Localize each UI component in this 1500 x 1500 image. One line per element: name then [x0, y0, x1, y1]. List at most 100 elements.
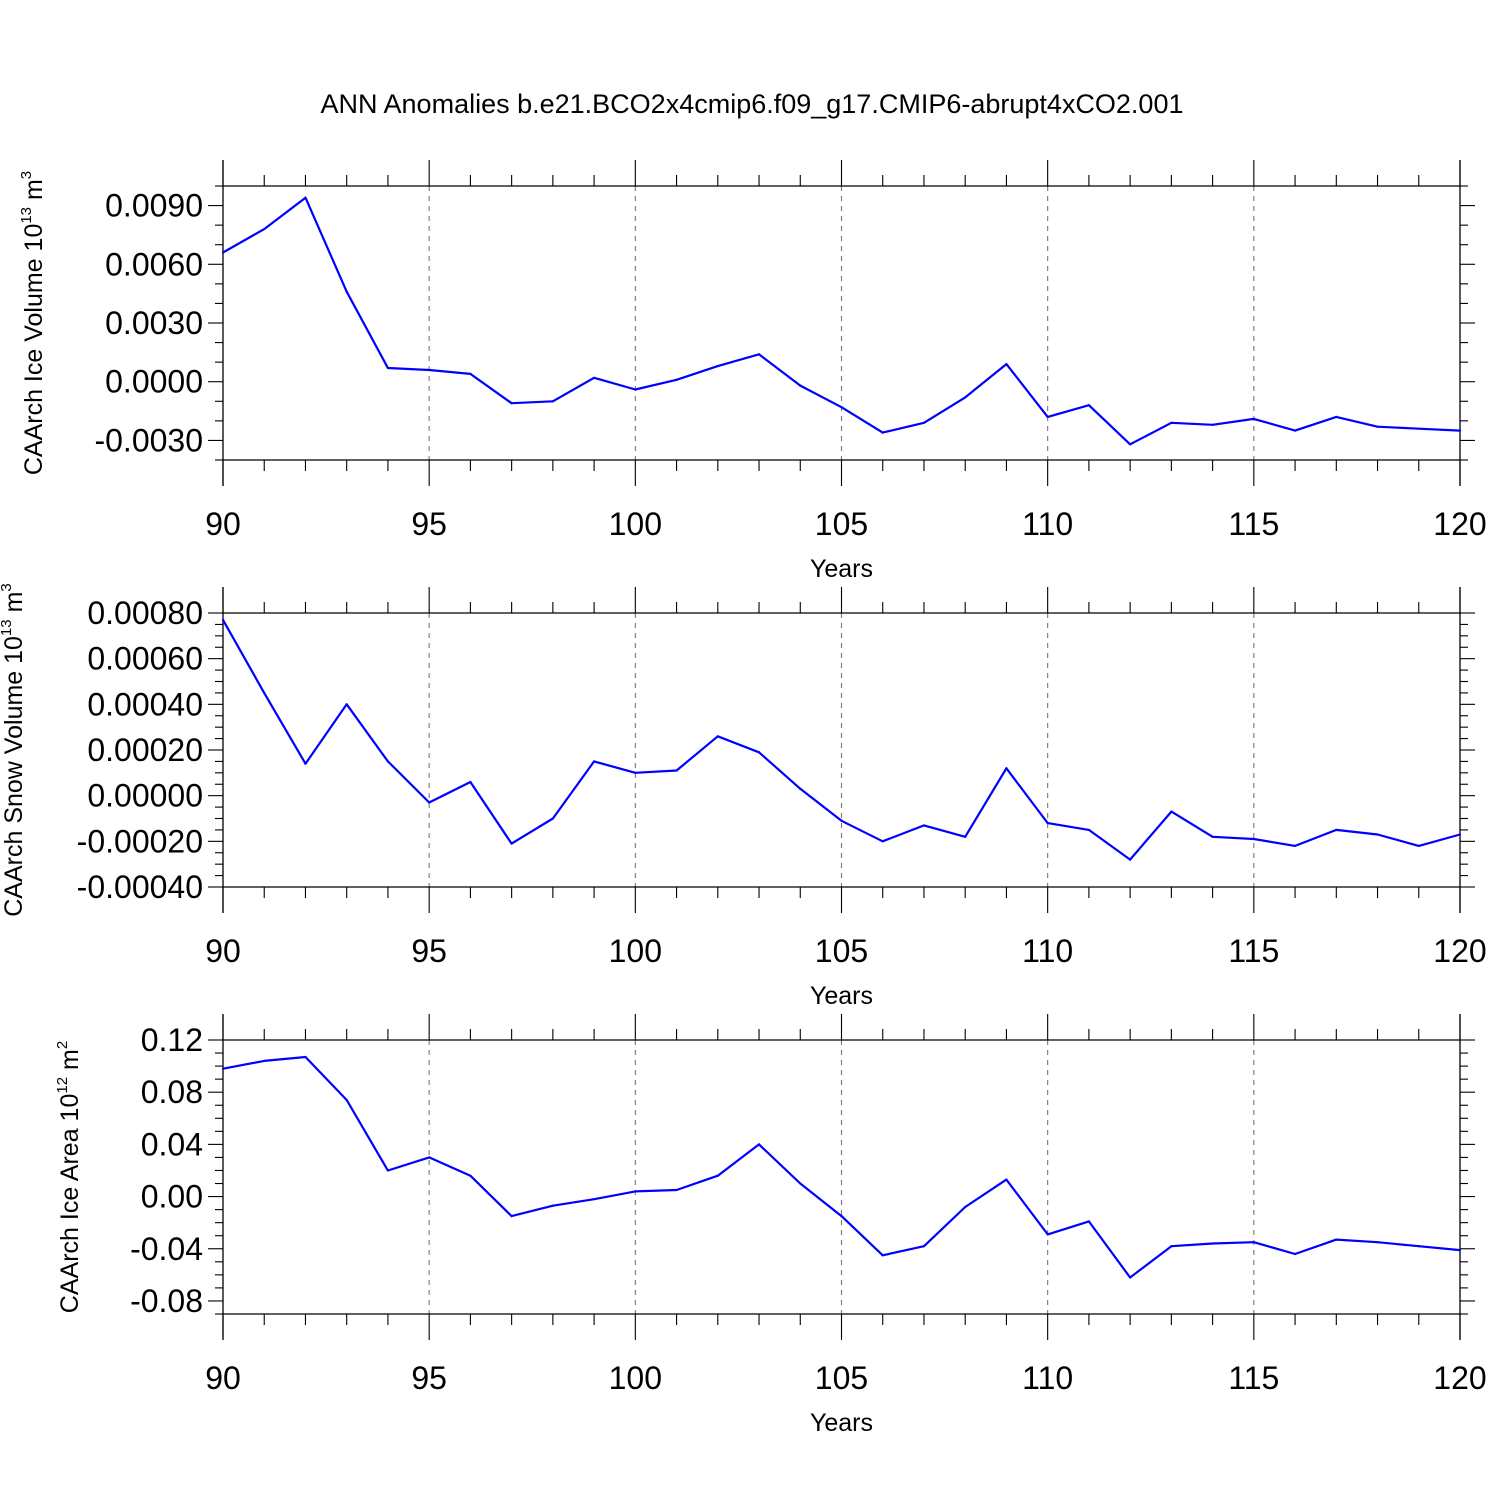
data-point: [428, 801, 431, 804]
data-point: [964, 1205, 967, 1209]
data-point: [1376, 1241, 1379, 1244]
data-point: [428, 1156, 431, 1159]
data-point: [386, 1169, 390, 1172]
data-point: [221, 1067, 225, 1070]
y-axis-label-exponent: 13: [18, 207, 35, 224]
y-tick-label: -0.04: [130, 1231, 203, 1267]
x-axis-label: Years: [810, 1409, 873, 1437]
x-tick-label: 90: [205, 506, 241, 542]
data-point: [964, 835, 967, 838]
x-tick-label: 105: [815, 506, 868, 542]
x-tick-label: 120: [1433, 506, 1486, 542]
x-tick-label: 105: [815, 933, 868, 969]
data-point: [1211, 835, 1214, 838]
data-point: [881, 1254, 884, 1257]
data-point: [221, 618, 225, 621]
data-point: [593, 376, 596, 379]
data-point: [551, 817, 554, 820]
data-point: [1005, 1178, 1008, 1181]
x-tick-label: 110: [1022, 1360, 1073, 1396]
data-point: [304, 1055, 307, 1059]
x-axis-label: Years: [810, 982, 873, 1010]
x-tick-label: 110: [1022, 506, 1073, 542]
data-point: [1458, 1248, 1462, 1252]
data-point: [634, 388, 637, 391]
data-point: [799, 1182, 802, 1185]
x-tick-label: 90: [205, 1360, 241, 1396]
y-axis-label-exponent: 13: [0, 619, 15, 636]
y-axis-label-exponent: 12: [54, 1077, 71, 1094]
data-point: [1129, 858, 1132, 861]
data-point: [1046, 415, 1049, 419]
data-point: [1417, 844, 1420, 848]
data-point: [1211, 1242, 1214, 1245]
data-point: [1129, 1276, 1132, 1279]
data-point: [510, 1215, 513, 1218]
data-point: [964, 396, 967, 399]
panel-3: 90 95 100 105 110 115 120 Years -0.08 -0.04 0.00 0.…: [54, 1014, 1487, 1437]
data-point: [840, 406, 843, 409]
data-point: [1087, 828, 1090, 832]
x-tick-label: 100: [609, 506, 662, 542]
data-point: [881, 840, 884, 843]
x-tick-label: 105: [815, 1360, 868, 1396]
data-point: [675, 1188, 678, 1192]
data-point: [1458, 833, 1462, 836]
data-point: [922, 1245, 926, 1248]
y-axis-label-unit-exponent: 3: [18, 171, 35, 179]
x-tick-label: 90: [205, 933, 241, 969]
x-tick-label: 120: [1433, 933, 1486, 969]
data-point: [221, 251, 225, 254]
x-axis-label: Years: [810, 555, 873, 583]
data-point: [1458, 429, 1462, 432]
y-axis-label: CAArch Ice Area 1012 m2: [54, 1041, 84, 1313]
y-axis-label-text: CAArch Ice Volume 10: [20, 224, 48, 476]
data-point: [1293, 1252, 1297, 1256]
data-point: [1376, 833, 1379, 836]
data-point: [634, 1190, 637, 1193]
data-point: [757, 1143, 761, 1146]
data-point: [263, 1059, 266, 1062]
figure-title: ANN Anomalies b.e21.BCO2x4cmip6.f09_g17.…: [321, 89, 1184, 119]
panel-2: 90 95 100 105 110 115 120 Years -0.00040 -0.00020…: [0, 583, 1487, 1010]
data-point: [304, 762, 307, 765]
data-point: [1170, 1245, 1173, 1248]
data-point: [1335, 415, 1338, 419]
y-tick-label: -0.00040: [77, 869, 203, 905]
data-point: [551, 400, 554, 403]
data-point: [922, 824, 926, 827]
x-tick-label: 120: [1433, 1360, 1486, 1396]
y-tick-label: 0.04: [141, 1126, 203, 1162]
data-point: [428, 368, 431, 372]
data-point: [757, 353, 761, 356]
data-point: [634, 771, 637, 774]
x-tick-label: 115: [1228, 1360, 1279, 1396]
data-point: [922, 421, 926, 424]
data-point: [799, 787, 802, 790]
data-point: [551, 1204, 554, 1207]
data-point: [1170, 421, 1173, 424]
data-point: [675, 769, 678, 772]
data-point: [1335, 1238, 1338, 1241]
data-point: [593, 760, 596, 763]
y-tick-label: 0.0090: [105, 188, 203, 224]
data-point: [263, 691, 266, 695]
data-point: [1046, 1233, 1049, 1236]
data-point: [799, 384, 802, 387]
data-point: [1087, 1220, 1090, 1223]
panel-1: 90 95 100 105 110 115 120 Years -0.0030 0.0000 0.0…: [18, 160, 1487, 583]
data-point: [1252, 1241, 1255, 1244]
y-tick-label: 0.0060: [105, 246, 203, 282]
x-tick-label: 115: [1228, 506, 1279, 542]
data-point: [386, 366, 390, 370]
y-tick-label: 0.12: [141, 1022, 203, 1058]
data-point: [1129, 443, 1132, 446]
data-point: [263, 227, 266, 231]
y-axis-label-unit: m: [56, 1049, 84, 1077]
y-axis-label: CAArch Snow Volume 1013 m3: [0, 583, 28, 917]
y-tick-label: 0.00000: [87, 778, 203, 814]
y-tick-label: 0.00: [141, 1179, 203, 1215]
y-tick-label: -0.0030: [94, 422, 203, 458]
x-tick-label: 100: [609, 933, 662, 969]
